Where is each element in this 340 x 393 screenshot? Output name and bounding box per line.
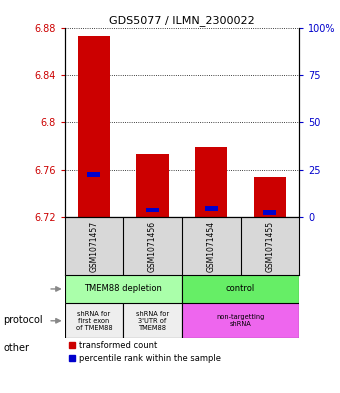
Text: TMEM88 depletion: TMEM88 depletion: [84, 285, 162, 294]
Text: shRNA for
first exon
of TMEM88: shRNA for first exon of TMEM88: [75, 311, 112, 331]
Bar: [205, 206, 218, 211]
Bar: [87, 172, 100, 177]
Text: GSM1071457: GSM1071457: [89, 220, 98, 272]
Bar: [254, 177, 286, 217]
Bar: [182, 303, 299, 338]
Bar: [264, 210, 276, 215]
Text: GSM1071455: GSM1071455: [266, 220, 274, 272]
Bar: [182, 275, 299, 303]
Bar: [65, 275, 182, 303]
Bar: [195, 147, 227, 217]
Text: protocol: protocol: [3, 315, 43, 325]
Text: other: other: [3, 343, 29, 353]
Legend: transformed count, percentile rank within the sample: transformed count, percentile rank withi…: [69, 341, 221, 363]
Text: GSM1071456: GSM1071456: [148, 220, 157, 272]
Bar: [146, 208, 159, 213]
Bar: [136, 154, 169, 217]
Bar: [65, 303, 123, 338]
Text: shRNA for
3'UTR of
TMEM88: shRNA for 3'UTR of TMEM88: [136, 311, 169, 331]
Text: control: control: [226, 285, 255, 294]
Text: non-targetting
shRNA: non-targetting shRNA: [216, 314, 265, 327]
Bar: [78, 36, 110, 217]
Title: GDS5077 / ILMN_2300022: GDS5077 / ILMN_2300022: [109, 15, 255, 26]
Bar: [123, 303, 182, 338]
Text: GSM1071454: GSM1071454: [207, 220, 216, 272]
